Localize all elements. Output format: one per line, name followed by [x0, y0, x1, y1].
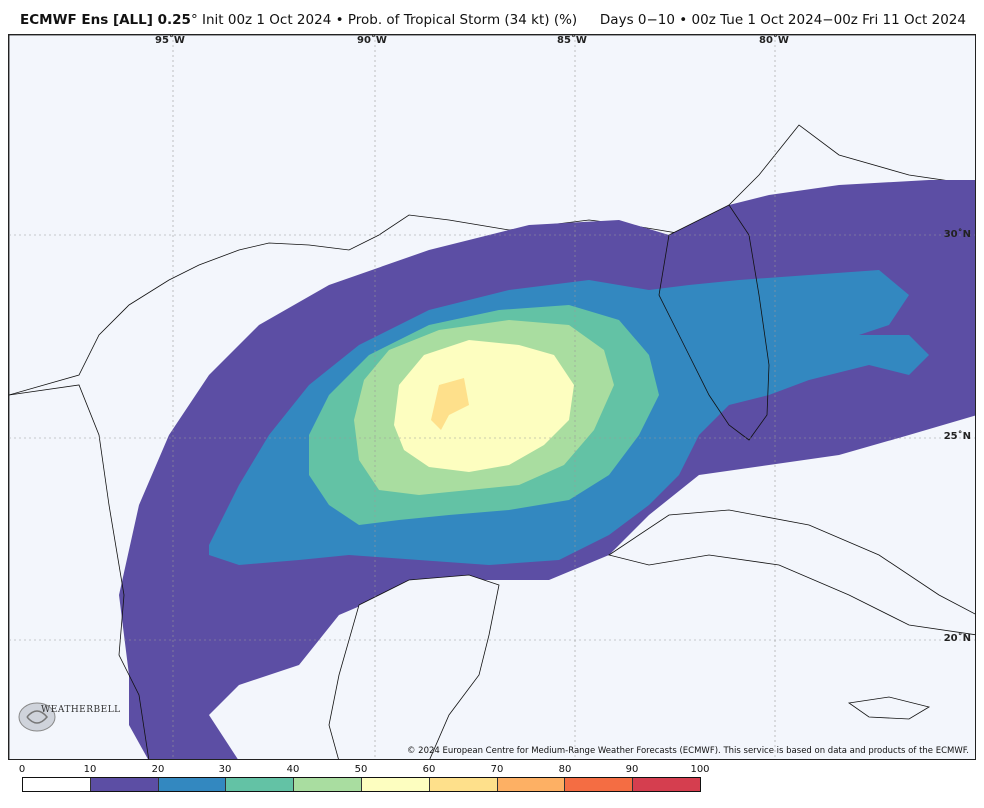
longitude-label-85w: 85˚W	[557, 35, 587, 46]
colorbar-tick: 60	[422, 764, 436, 775]
colorbar-tick: 90	[625, 764, 639, 775]
latitude-label-25n: 25˚N	[943, 431, 971, 442]
longitude-label-95w: 95˚W	[155, 35, 185, 46]
weatherbell-logo: WEATHERBELL	[15, 695, 120, 739]
colorbar-tick: 20	[151, 764, 165, 775]
longitude-label-80w: 80˚W	[759, 35, 789, 46]
colorbar-swatch	[90, 778, 159, 791]
colorbar-swatch	[23, 778, 91, 791]
longitude-label-90w: 90˚W	[357, 35, 387, 46]
land-us	[9, 35, 975, 396]
latitude-label-20n: 20˚N	[943, 633, 971, 644]
map-panel: 95˚W 90˚W 85˚W 80˚W 30˚N 25˚N 20˚N WEATH…	[8, 34, 976, 760]
prob-band-60-70	[431, 378, 469, 430]
colorbar-swatch	[158, 778, 227, 791]
land-mexico	[9, 384, 150, 759]
colorbar-swatch	[226, 778, 295, 791]
colorbar-swatch	[497, 778, 566, 791]
probability-map	[9, 35, 975, 759]
colorbar-tick: 10	[83, 764, 97, 775]
logo-text: WEATHERBELL	[41, 705, 121, 715]
colorbar-tick: 40	[286, 764, 300, 775]
colorbar-swatch	[361, 778, 430, 791]
colorbar-tick: 30	[218, 764, 232, 775]
colorbar-tick: 80	[558, 764, 572, 775]
model-name: ECMWF Ens [ALL] 0.25	[20, 12, 191, 28]
valid-period: Days 0−10 • 00z Tue 1 Oct 2024−00z Fri 1…	[599, 12, 966, 28]
product-description: Init 00z 1 Oct 2024 • Prob. of Tropical …	[197, 12, 578, 28]
chart-title: ECMWF Ens [ALL] 0.25° Init 00z 1 Oct 202…	[20, 12, 577, 28]
land-jamaica	[847, 696, 931, 720]
colorbar-swatch	[565, 778, 634, 791]
colorbar	[22, 777, 701, 792]
colorbar-swatch	[294, 778, 362, 791]
colorbar-swatch	[633, 778, 700, 791]
header: ECMWF Ens [ALL] 0.25° Init 00z 1 Oct 202…	[0, 0, 984, 34]
colorbar-tick: 0	[18, 764, 26, 775]
degree-symbol: °	[190, 12, 198, 28]
prob-band-50-60	[394, 340, 574, 472]
copyright-credit: © 2024 European Centre for Medium-Range …	[406, 746, 969, 756]
land-yucatan	[328, 574, 500, 759]
latitude-label-30n: 30˚N	[943, 229, 971, 240]
colorbar-tick: 100	[690, 764, 710, 775]
land-cuba	[608, 509, 975, 636]
colorbar-swatch	[429, 778, 498, 791]
colorbar-tick: 50	[354, 764, 368, 775]
colorbar-tick: 70	[490, 764, 504, 775]
